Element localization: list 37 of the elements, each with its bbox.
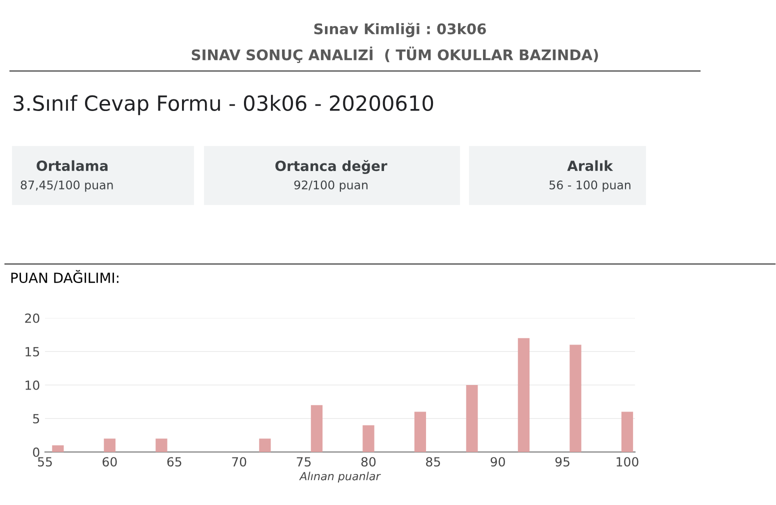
x-tick-label: 60 [102,457,117,467]
text: 3.Sınıf Cevap Formu - 03k06 - 20200610 [14,94,434,116]
chart-subtitle: SINAV SONUÇ ANALIZİ ( TÜM OKULLAR BAZINDA) [192,46,598,63]
text: PUAN DAĞILIMI: [11,270,118,284]
bar [104,438,116,452]
y-tick-label: 10 [26,380,40,390]
bar [570,344,582,452]
text: 56 - 100 puan [550,180,630,192]
x-tick-label: 65 [167,457,182,467]
y-tick-label: 20 [25,313,40,323]
x-tick-label: 90 [490,457,505,467]
y-tick-label: 5 [33,414,40,424]
x-tick-label: 70 [232,457,246,467]
x-tick-label: 100 [616,457,638,467]
chart-title: Sınav Kimliği : 03k06 [314,22,486,38]
bar [156,438,168,452]
bar [414,412,426,452]
text: 87,45/100 puan [20,180,113,192]
text: Ortanca değer [275,160,388,174]
text: 92/100 puan [294,180,368,192]
bar [362,425,374,452]
bar [621,412,634,452]
bar [52,445,64,452]
y-tick-label: 15 [26,347,40,356]
bar [466,385,478,452]
text: Ortalama [36,160,108,172]
x-tick-label: 95 [555,457,570,467]
text: Aralık [567,160,614,172]
y-tick-label: 0 [33,447,40,457]
x-axis-title: Alınan puanlar [299,472,381,482]
bar [310,405,323,452]
x-tick-label: 85 [426,457,440,467]
x-tick-label: 55 [38,457,52,467]
bar [259,438,271,452]
x-tick-label: 75 [296,457,311,467]
bar [518,338,530,452]
x-tick-label: 80 [361,457,376,467]
